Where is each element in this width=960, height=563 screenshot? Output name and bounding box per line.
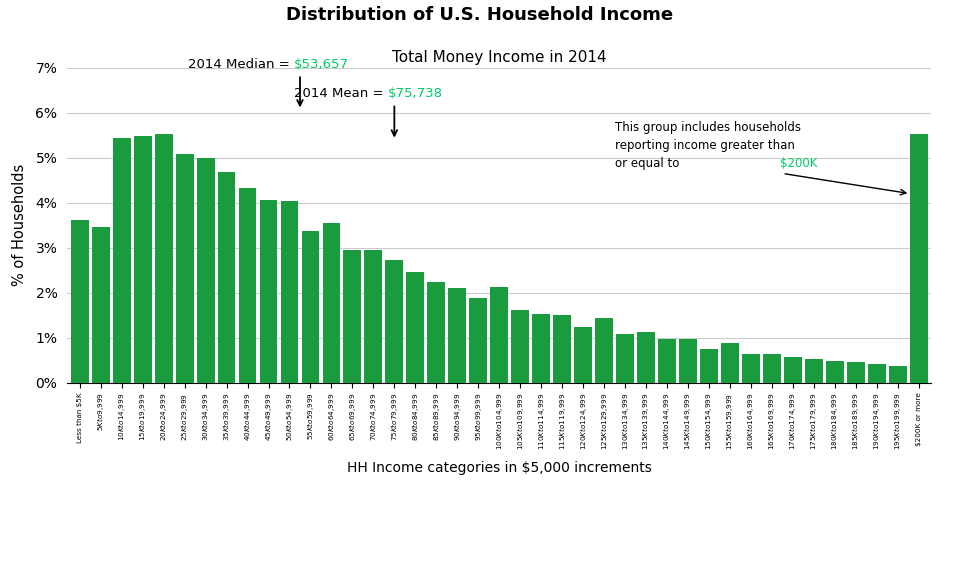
Bar bbox=[448, 288, 467, 383]
Bar bbox=[92, 226, 109, 383]
Text: Distribution of U.S. Household Income: Distribution of U.S. Household Income bbox=[286, 6, 674, 24]
Bar bbox=[679, 339, 697, 383]
Bar bbox=[804, 359, 823, 383]
Bar bbox=[637, 332, 655, 383]
Bar bbox=[910, 134, 927, 383]
Bar bbox=[532, 314, 550, 383]
Bar bbox=[826, 361, 844, 383]
Bar bbox=[239, 188, 256, 383]
Bar bbox=[512, 310, 529, 383]
Y-axis label: % of Households: % of Households bbox=[12, 164, 27, 287]
Bar bbox=[133, 136, 152, 383]
Bar bbox=[868, 364, 885, 383]
Bar bbox=[176, 154, 194, 383]
Bar bbox=[280, 202, 299, 383]
Bar bbox=[595, 318, 613, 383]
Bar bbox=[406, 271, 424, 383]
Bar bbox=[763, 354, 780, 383]
Text: 2014 Mean =: 2014 Mean = bbox=[295, 87, 388, 100]
Bar bbox=[259, 200, 277, 383]
Bar bbox=[742, 354, 759, 383]
Bar bbox=[658, 339, 676, 383]
Bar bbox=[344, 249, 361, 383]
Text: $53,657: $53,657 bbox=[294, 58, 348, 71]
Text: $75,738: $75,738 bbox=[388, 87, 444, 100]
Bar bbox=[301, 231, 320, 383]
X-axis label: HH Income categories in $5,000 increments: HH Income categories in $5,000 increment… bbox=[347, 461, 652, 475]
Text: $200K: $200K bbox=[780, 157, 818, 170]
Bar bbox=[784, 357, 802, 383]
Bar bbox=[553, 315, 571, 383]
Bar bbox=[365, 249, 382, 383]
Bar bbox=[616, 334, 634, 383]
Bar bbox=[700, 348, 718, 383]
Bar bbox=[218, 172, 235, 383]
Text: 2014 Median =: 2014 Median = bbox=[188, 58, 294, 71]
Bar bbox=[469, 298, 487, 383]
Bar bbox=[113, 138, 131, 383]
Text: This group includes households
reporting income greater than
or equal to: This group includes households reporting… bbox=[614, 121, 801, 170]
Bar bbox=[491, 287, 508, 383]
Bar bbox=[574, 328, 592, 383]
Bar bbox=[155, 134, 173, 383]
Bar bbox=[71, 220, 88, 383]
Bar bbox=[323, 223, 341, 383]
Bar bbox=[385, 260, 403, 383]
Title: Total Money Income in 2014: Total Money Income in 2014 bbox=[392, 50, 607, 65]
Bar bbox=[721, 343, 739, 383]
Bar bbox=[847, 362, 865, 383]
Bar bbox=[197, 158, 214, 383]
Bar bbox=[889, 366, 906, 383]
Bar bbox=[427, 283, 445, 383]
